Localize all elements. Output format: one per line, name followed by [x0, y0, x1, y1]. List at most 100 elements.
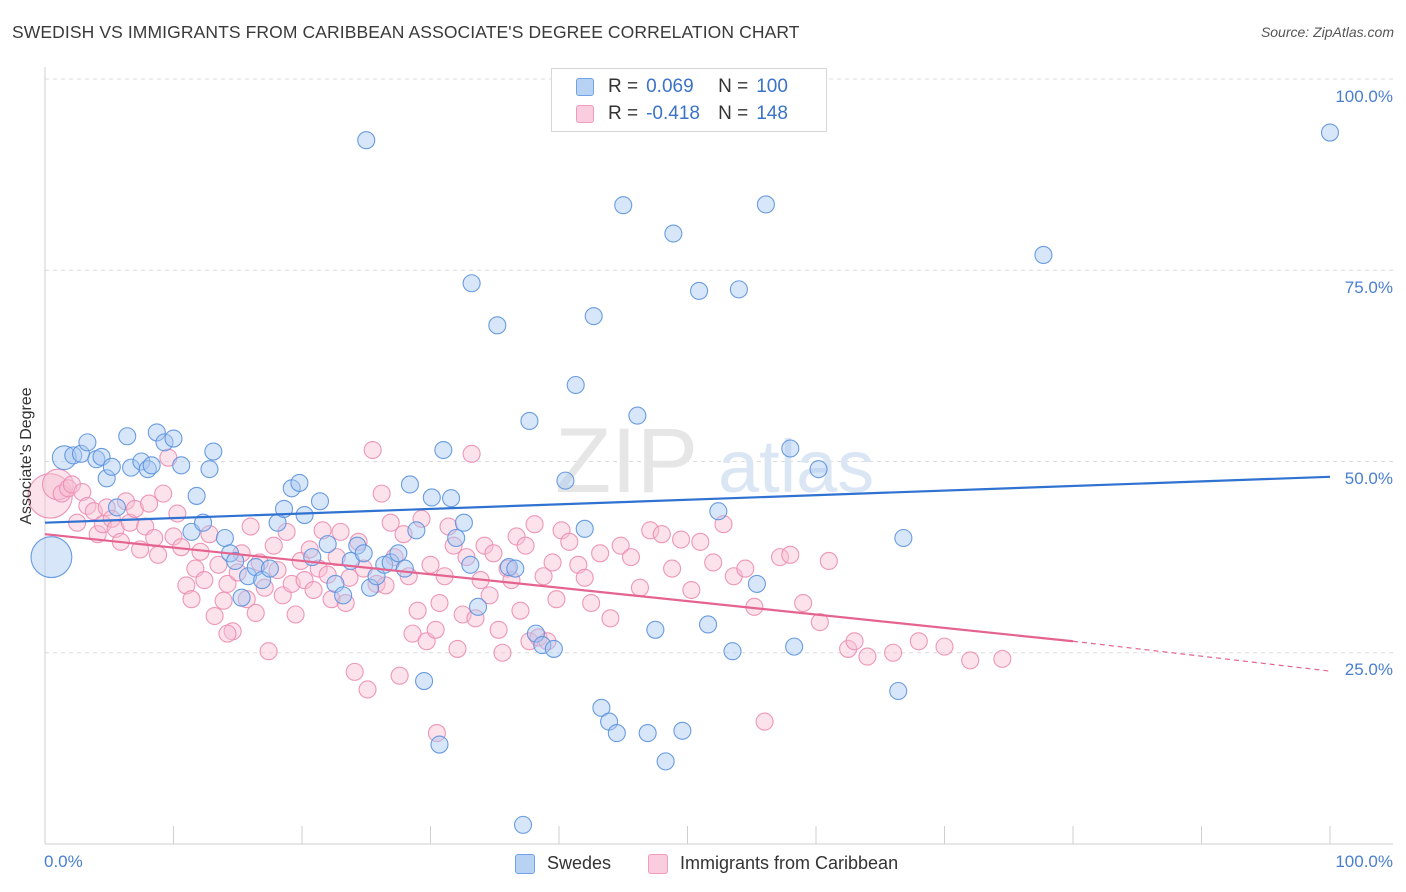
caribbean-point	[408, 601, 427, 620]
caribbean-point	[691, 532, 710, 551]
caribbean-point	[641, 521, 660, 540]
swedes-point	[107, 498, 127, 517]
swedes-point	[78, 433, 97, 452]
caribbean-point	[704, 553, 723, 572]
axes	[44, 67, 1393, 845]
swedes-point	[348, 536, 367, 555]
caribbean-point	[102, 509, 121, 528]
caribbean-point	[430, 593, 449, 613]
caribbean-point	[909, 632, 928, 651]
legend-row-swedes: R = 0.069 N = 100	[576, 76, 788, 98]
bottom-legend-caribbean: Immigrants from Caribbean	[648, 853, 898, 874]
swedes-point	[690, 281, 709, 300]
swedes-point	[664, 224, 683, 243]
caribbean-point	[331, 522, 350, 541]
swedes-point	[204, 442, 223, 461]
swedes-point	[756, 195, 775, 214]
swedes-point	[747, 574, 766, 593]
caribbean-point	[839, 639, 858, 658]
caribbean-point	[534, 567, 553, 586]
swedes-point	[232, 588, 251, 607]
swedes-point	[447, 528, 466, 548]
caribbean-point	[177, 576, 196, 595]
caribbean-point	[295, 571, 314, 590]
legend-row-caribbean: R = -0.418 N = 148	[576, 103, 788, 125]
caribbean-swatch	[648, 853, 668, 874]
swedes-point	[673, 721, 692, 740]
caribbean-point	[427, 724, 446, 743]
caribbean-point	[286, 605, 305, 624]
x-tick-min: 0.0%	[44, 852, 83, 871]
swedes-point	[334, 586, 353, 605]
caribbean-point	[611, 536, 630, 555]
caribbean-point	[218, 624, 237, 643]
caribbean-point	[372, 484, 391, 503]
swedes-point	[499, 558, 518, 577]
source-label: Source: ZipAtlas.com	[1260, 24, 1394, 40]
caribbean-point	[845, 632, 864, 651]
caribbean-point	[884, 643, 903, 662]
y-tick-100: 100.0%	[1335, 87, 1393, 106]
caribbean-point	[246, 603, 265, 623]
swedes-point	[64, 446, 83, 465]
swedes-point	[544, 639, 563, 658]
caribbean-point	[426, 620, 445, 639]
caribbean-point	[182, 590, 201, 609]
caribbean-point	[755, 712, 774, 731]
swedes-point	[592, 698, 611, 717]
y-tick-50: 50.0%	[1344, 469, 1393, 488]
caribbean-point	[259, 642, 278, 661]
caribbean-trend-line	[44, 533, 1074, 643]
caribbean-point	[462, 444, 481, 463]
caribbean-point	[363, 440, 382, 460]
caribbean-point	[525, 515, 544, 534]
swedes-point	[723, 642, 742, 661]
caribbean-point	[205, 606, 224, 626]
chart-title: SWEDISH VS IMMIGRANTS FROM CARIBBEAN ASS…	[12, 22, 800, 42]
swedes-point	[430, 735, 449, 754]
caribbean-point	[412, 509, 431, 528]
y-axis-label: Associate's Degree	[18, 387, 35, 525]
swedes-point	[172, 456, 191, 475]
swedes-point	[238, 567, 258, 586]
y-tick-25: 25.0%	[1344, 660, 1393, 679]
caribbean-point	[345, 662, 364, 681]
legend-swatch-blue	[576, 78, 594, 96]
swedes-point	[310, 492, 330, 511]
caribbean-point	[149, 545, 168, 564]
caribbean-trend-extension	[1072, 640, 1331, 672]
swedes-point	[30, 536, 73, 579]
bottom-legend-swedes: Swedes	[515, 853, 611, 874]
swedes-point	[533, 636, 552, 655]
caribbean-point	[228, 563, 247, 582]
legend-r-value: -0.418	[646, 103, 700, 124]
swedes-point	[187, 486, 206, 505]
swedes-point	[97, 469, 116, 488]
stats-legend: R = 0.069 N = 100 R = -0.418 N = 148	[551, 68, 827, 132]
trend-lines	[44, 475, 1331, 672]
caribbean-point	[97, 498, 116, 517]
caribbean-point	[560, 532, 579, 551]
swedes-point	[781, 439, 800, 458]
swedes-point	[118, 427, 137, 446]
caribbean-point	[794, 593, 813, 613]
caribbean-point	[403, 624, 422, 643]
swedes-point	[415, 672, 434, 691]
caribbean-point	[62, 475, 82, 494]
swedes-point	[260, 559, 279, 578]
swedes-point	[295, 505, 314, 525]
caribbean-point	[466, 609, 485, 628]
swedes-point	[566, 375, 585, 395]
swedes-point	[164, 429, 183, 448]
caribbean-point	[516, 536, 535, 555]
caribbean-point	[781, 545, 800, 564]
caribbean-point	[313, 521, 332, 540]
swedes-point	[785, 637, 804, 656]
legend-swatch-pink	[576, 105, 594, 123]
swedes-point	[194, 513, 213, 532]
legend-r-label: R =	[608, 103, 639, 124]
swedes-point	[102, 457, 121, 476]
swedes-point	[142, 456, 161, 475]
swedes-point	[628, 406, 647, 425]
